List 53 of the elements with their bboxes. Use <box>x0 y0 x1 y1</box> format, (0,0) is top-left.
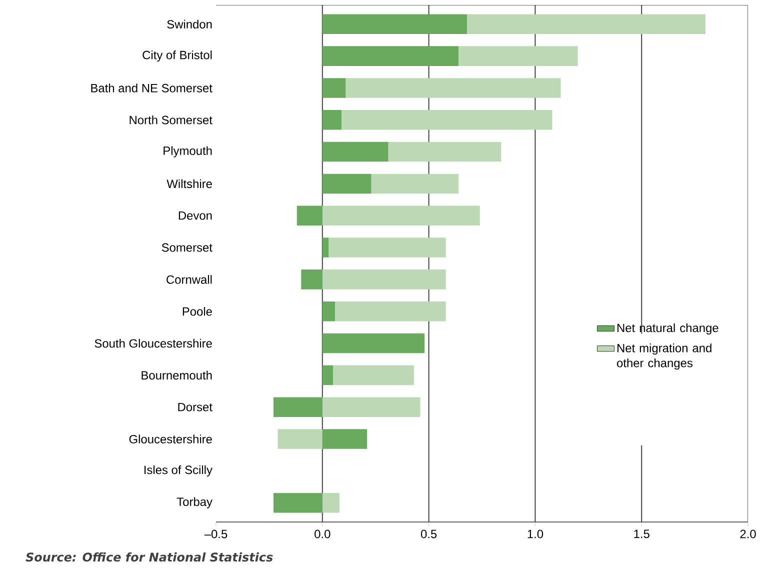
bar <box>371 174 459 194</box>
x-tick-label: 1.5 <box>634 530 650 538</box>
y-tick-label: Gloucestershire <box>129 434 212 444</box>
y-tick-label: North Somerset <box>130 115 212 124</box>
y-tick-label: South Gloucestershire <box>94 338 212 348</box>
bar <box>322 301 336 322</box>
y-tick-label: City of Bristol <box>142 50 212 62</box>
x-tick-label: 0.0 <box>314 530 330 538</box>
bar <box>322 365 334 386</box>
bar <box>328 238 446 258</box>
y-tick-label: Cornwall <box>166 275 212 284</box>
x-tick-label: 1.0 <box>528 530 544 538</box>
bar <box>301 270 322 290</box>
y-tick-label: Isles of Scilly <box>144 465 212 477</box>
bar <box>322 110 342 130</box>
bar <box>467 14 706 34</box>
bar <box>322 174 372 194</box>
y-tick-label: Devon <box>178 211 212 220</box>
y-tick-label: Poole <box>182 306 212 316</box>
x-tick-label: –0.5 <box>204 530 228 538</box>
bar <box>296 206 322 226</box>
bar <box>322 429 368 449</box>
bar <box>388 142 502 162</box>
bar <box>322 78 346 98</box>
bar <box>322 142 388 162</box>
x-tick-label: 2.0 <box>740 530 756 538</box>
bar <box>322 333 425 354</box>
y-tick-label: Somerset <box>162 243 212 252</box>
y-tick-label: Dorset <box>178 402 212 412</box>
text: Source: Office for National Statistics <box>26 552 273 562</box>
y-tick-label: Bournemouth <box>142 370 212 380</box>
bar <box>322 492 340 513</box>
y-tick-label: Plymouth <box>164 146 212 158</box>
bar <box>273 397 322 417</box>
bar <box>342 110 552 130</box>
bar <box>278 429 322 449</box>
y-tick-label: Swindon <box>167 20 212 29</box>
bar <box>458 46 578 66</box>
y-tick-label: Wiltshire <box>166 179 212 188</box>
legend-label: Net migration and other changes <box>617 344 712 370</box>
bar <box>322 14 468 34</box>
bar <box>335 301 446 322</box>
bar <box>322 397 420 417</box>
y-tick-label: Bath and NE Somerset <box>91 84 212 92</box>
bar <box>346 78 561 98</box>
bar <box>322 46 459 66</box>
bar <box>322 206 480 226</box>
bar <box>322 238 329 258</box>
bar <box>273 492 322 513</box>
bar <box>322 270 446 290</box>
bar <box>333 365 414 386</box>
y-tick-label: Torbay <box>176 497 212 508</box>
x-tick-label: 0.5 <box>420 530 437 538</box>
